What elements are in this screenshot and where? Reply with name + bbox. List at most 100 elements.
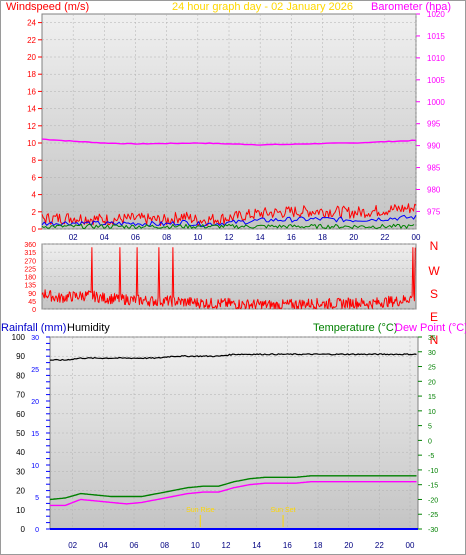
temperature-axis-title: Temperature (°C) bbox=[313, 322, 397, 334]
humidity-tick-label: 10 bbox=[16, 506, 25, 515]
time-tick-label: 18 bbox=[318, 233, 327, 242]
rainfall-axis-title: Rainfall (mm) bbox=[1, 322, 66, 334]
time-tick-label: 22 bbox=[375, 541, 384, 550]
temperature-tick-label: 30 bbox=[428, 350, 436, 357]
humidity-tick-label: 90 bbox=[16, 352, 25, 361]
sun-event-label: Sun Rise bbox=[186, 507, 215, 514]
time-tick-label: 00 bbox=[412, 233, 421, 242]
time-tick-label: 14 bbox=[252, 541, 261, 550]
windspeed-tick-label: 20 bbox=[27, 53, 36, 62]
time-tick-label: 14 bbox=[256, 233, 265, 242]
temperature-tick-label: -5 bbox=[428, 453, 434, 460]
barometer-tick-label: 980 bbox=[427, 186, 441, 195]
barometer-tick-label: 1005 bbox=[427, 76, 445, 85]
temperature-tick-label: 10 bbox=[428, 409, 436, 416]
temperature-tick-label: 35 bbox=[428, 335, 436, 342]
time-tick-label: 08 bbox=[160, 541, 169, 550]
time-tick-label: 02 bbox=[68, 541, 77, 550]
humidity-line bbox=[50, 353, 417, 361]
windspeed-tick-label: 12 bbox=[27, 122, 36, 131]
compass-label: E bbox=[430, 310, 438, 324]
rainfall-tick-label: 25 bbox=[31, 367, 39, 374]
time-tick-label: 20 bbox=[344, 541, 353, 550]
windspeed-tick-label: 22 bbox=[27, 36, 36, 45]
dewpoint-axis-title: Dew Point (°C) bbox=[395, 322, 466, 334]
time-tick-label: 18 bbox=[314, 541, 323, 550]
temperature-tick-label: 15 bbox=[428, 394, 436, 401]
wind-secondary-line bbox=[41, 223, 415, 230]
dewpoint-line bbox=[50, 481, 417, 507]
barometer-tick-label: 990 bbox=[427, 142, 441, 151]
time-tick-label: 16 bbox=[287, 233, 296, 242]
windspeed-tick-label: 24 bbox=[27, 19, 36, 28]
barometer-tick-label: 1010 bbox=[427, 54, 445, 63]
temperature-tick-label: -20 bbox=[428, 497, 438, 504]
barometer-tick-label: 985 bbox=[427, 164, 441, 173]
temperature-line bbox=[49, 475, 417, 501]
wind-average-line bbox=[41, 214, 417, 228]
humidity-tick-label: 20 bbox=[16, 487, 25, 496]
rainfall-tick-label: 20 bbox=[31, 399, 39, 406]
windspeed-tick-label: 16 bbox=[27, 87, 36, 96]
rainfall-tick-label: 15 bbox=[31, 431, 39, 438]
time-tick-label: 10 bbox=[193, 233, 202, 242]
windspeed-axis-title: Windspeed (m/s) bbox=[6, 1, 89, 13]
humidity-tick-label: 60 bbox=[16, 410, 25, 419]
humidity-tick-label: 30 bbox=[16, 467, 25, 476]
time-tick-label: 12 bbox=[225, 233, 234, 242]
temperature-tick-label: -15 bbox=[428, 483, 438, 490]
rainfall-tick-label: 0 bbox=[35, 527, 39, 534]
compass-label: S bbox=[430, 287, 438, 301]
sun-event-label: Sun Set bbox=[271, 507, 296, 514]
windspeed-line bbox=[41, 203, 417, 226]
time-tick-label: 00 bbox=[406, 541, 415, 550]
windspeed-tick-label: 4 bbox=[32, 191, 37, 200]
barometer-line bbox=[41, 138, 417, 146]
windspeed-tick-label: 8 bbox=[32, 156, 37, 165]
time-tick-label: 10 bbox=[191, 541, 200, 550]
time-tick-label: 06 bbox=[130, 541, 139, 550]
compass-label: N bbox=[430, 239, 439, 253]
wind-plot-area bbox=[41, 13, 417, 230]
barometer-tick-label: 975 bbox=[427, 207, 441, 216]
time-tick-label: 22 bbox=[380, 233, 389, 242]
windspeed-tick-label: 2 bbox=[32, 208, 37, 217]
windspeed-tick-label: 6 bbox=[32, 173, 37, 182]
windspeed-tick-label: 14 bbox=[27, 105, 36, 114]
temperature-tick-label: 20 bbox=[428, 379, 436, 386]
temperature-tick-label: 0 bbox=[428, 438, 432, 445]
barometer-tick-label: 1015 bbox=[427, 32, 445, 41]
direction-tick-label: 90 bbox=[28, 291, 36, 298]
windspeed-tick-label: 0 bbox=[32, 225, 37, 234]
time-tick-label: 04 bbox=[99, 541, 108, 550]
direction-tick-label: 360 bbox=[24, 242, 36, 249]
chart-title: 24 hour graph day - 02 January 2026 bbox=[172, 1, 353, 13]
humidity-tick-label: 100 bbox=[12, 333, 26, 342]
temperature-tick-label: -30 bbox=[428, 527, 438, 534]
direction-tick-label: 45 bbox=[28, 299, 36, 306]
humidity-tick-label: 80 bbox=[16, 371, 25, 380]
time-tick-label: 16 bbox=[283, 541, 292, 550]
time-tick-label: 08 bbox=[162, 233, 171, 242]
direction-tick-label: 0 bbox=[32, 307, 36, 314]
direction-tick-label: 315 bbox=[24, 250, 36, 257]
temperature-tick-label: 25 bbox=[428, 365, 436, 372]
time-tick-label: 04 bbox=[100, 233, 109, 242]
compass-label: N bbox=[430, 333, 439, 347]
humidity-tick-label: 40 bbox=[16, 448, 25, 457]
rainfall-tick-label: 5 bbox=[35, 495, 39, 502]
rainfall-tick-label: 30 bbox=[31, 335, 39, 342]
temperature-tick-label: 5 bbox=[428, 424, 432, 431]
direction-tick-label: 180 bbox=[24, 275, 36, 282]
compass-label: W bbox=[428, 264, 440, 278]
direction-tick-label: 270 bbox=[24, 258, 36, 265]
direction-tick-label: 135 bbox=[24, 283, 36, 290]
direction-tick-label: 225 bbox=[24, 266, 36, 273]
rainfall-tick-label: 10 bbox=[31, 463, 39, 470]
time-tick-label: 02 bbox=[69, 233, 78, 242]
windspeed-tick-label: 10 bbox=[27, 139, 36, 148]
barometer-tick-label: 1020 bbox=[427, 10, 445, 19]
time-tick-label: 06 bbox=[131, 233, 140, 242]
humidity-axis-title: Humidity bbox=[67, 322, 110, 334]
